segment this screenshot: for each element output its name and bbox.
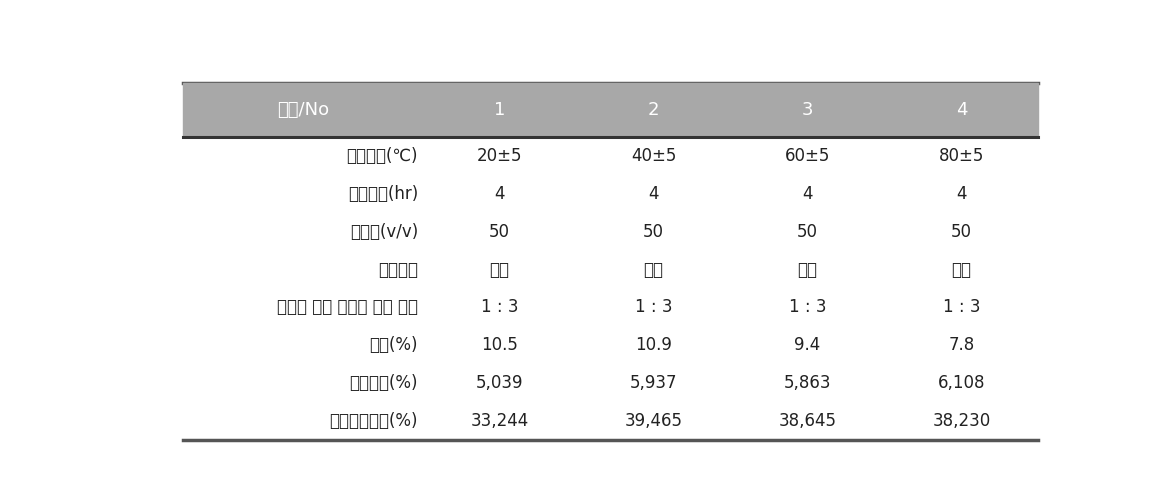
Text: 교반: 교반 [490, 261, 510, 279]
Text: 38,230: 38,230 [932, 412, 991, 430]
Text: 4: 4 [956, 101, 967, 119]
Text: 교반: 교반 [643, 261, 663, 279]
Text: 20±5: 20±5 [477, 147, 522, 165]
Text: 교반: 교반 [951, 261, 971, 279]
Text: 추출물 대비 에타놀 침지 비율: 추출물 대비 에타놀 침지 비율 [277, 299, 418, 317]
Text: 4: 4 [494, 185, 505, 203]
Text: 2: 2 [648, 101, 660, 119]
Text: 3: 3 [802, 101, 814, 119]
Text: 총단백질함량(%): 총단백질함량(%) [330, 412, 418, 430]
Text: 추출온도(℃): 추출온도(℃) [346, 147, 418, 165]
Text: 4: 4 [802, 185, 812, 203]
Text: 1: 1 [494, 101, 505, 119]
Text: 33,244: 33,244 [471, 412, 528, 430]
Text: 추출시간(hr): 추출시간(hr) [348, 185, 418, 203]
Text: 1 : 3: 1 : 3 [481, 299, 519, 317]
Text: 60±5: 60±5 [784, 147, 830, 165]
Text: 9.4: 9.4 [795, 336, 821, 354]
Text: 5,937: 5,937 [629, 374, 677, 392]
Text: 50: 50 [797, 223, 818, 241]
Text: 구분/No: 구분/No [277, 101, 329, 119]
Text: 50: 50 [490, 223, 510, 241]
Text: 39,465: 39,465 [625, 412, 682, 430]
Text: 38,645: 38,645 [778, 412, 837, 430]
Text: 6,108: 6,108 [938, 374, 985, 392]
Text: 배수량(v/v): 배수량(v/v) [350, 223, 418, 241]
Text: 50: 50 [643, 223, 664, 241]
Text: 40±5: 40±5 [630, 147, 676, 165]
Text: 총당함량(%): 총당함량(%) [350, 374, 418, 392]
Text: 수율(%): 수율(%) [370, 336, 418, 354]
Text: 4: 4 [648, 185, 659, 203]
Text: 4: 4 [956, 185, 966, 203]
Text: 1 : 3: 1 : 3 [635, 299, 673, 317]
Text: 5,863: 5,863 [784, 374, 831, 392]
Text: 10.5: 10.5 [481, 336, 518, 354]
Text: 추출방법: 추출방법 [378, 261, 418, 279]
Text: 5,039: 5,039 [475, 374, 524, 392]
Text: 1 : 3: 1 : 3 [943, 299, 980, 317]
Text: 1 : 3: 1 : 3 [789, 299, 826, 317]
Text: 50: 50 [951, 223, 972, 241]
Text: 10.9: 10.9 [635, 336, 672, 354]
Text: 교반: 교반 [797, 261, 817, 279]
Text: 80±5: 80±5 [939, 147, 984, 165]
Text: 7.8: 7.8 [949, 336, 974, 354]
